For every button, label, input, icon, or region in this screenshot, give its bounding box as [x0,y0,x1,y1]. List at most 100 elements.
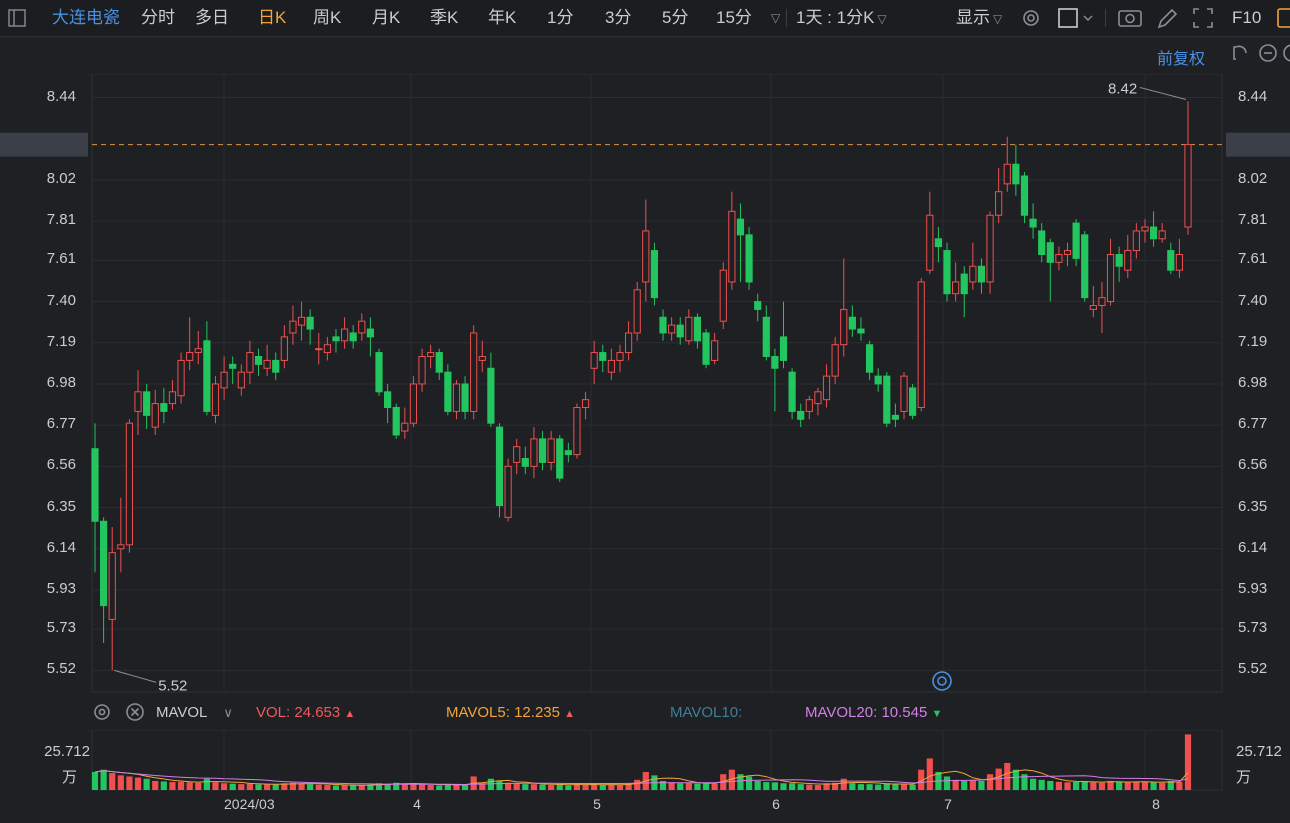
period-tab-4[interactable]: 月K [372,8,401,27]
candle[interactable] [203,321,211,416]
candle[interactable] [969,242,977,290]
period-tab-0[interactable]: 分时 [141,8,175,27]
candle[interactable] [401,407,409,439]
candle[interactable] [719,262,727,330]
candle[interactable] [633,281,641,341]
candle[interactable] [1055,246,1063,271]
period-tab-2[interactable]: 日K [258,8,287,27]
pencil-icon[interactable] [1156,0,1178,36]
candle[interactable] [211,376,220,424]
candle[interactable] [590,340,598,384]
candle[interactable] [521,446,529,475]
candle[interactable] [495,423,504,518]
candle[interactable] [995,168,1003,224]
candle[interactable] [1081,230,1089,302]
candle[interactable] [711,332,719,365]
panel-toggle-icon[interactable] [1277,0,1290,36]
candle[interactable] [487,352,495,428]
candle[interactable] [779,301,788,369]
candle[interactable] [1012,144,1020,196]
candle[interactable] [1072,219,1080,267]
candle[interactable] [1158,223,1166,243]
close-icon[interactable] [125,702,145,727]
candle[interactable] [926,191,934,275]
candle[interactable] [685,309,693,345]
candle[interactable] [1063,242,1072,267]
candle[interactable] [263,344,271,377]
candle[interactable] [616,344,624,373]
zoom-out-icon[interactable] [1258,43,1278,68]
candle[interactable] [547,431,555,471]
f10-button[interactable]: F10 [1232,8,1262,27]
candle[interactable] [874,368,882,392]
zoom-in-icon[interactable] [1282,43,1290,68]
period-tab-5[interactable]: 季K [430,8,459,27]
candle[interactable] [254,348,263,377]
candle[interactable] [840,258,848,357]
candle[interactable] [1098,281,1106,333]
candle[interactable] [745,227,753,290]
volume-chart[interactable] [0,730,1290,792]
candle[interactable] [1046,238,1054,302]
candle[interactable] [556,434,564,483]
candle[interactable] [797,403,805,428]
candle[interactable] [952,262,960,302]
candle[interactable] [349,325,357,349]
candle[interactable] [272,352,280,381]
gear-icon[interactable] [92,702,112,727]
candle[interactable] [229,356,237,384]
candle[interactable] [151,389,159,435]
candle[interactable] [315,332,323,365]
candle[interactable] [444,364,452,416]
candle[interactable] [1175,238,1183,279]
period-tab-3[interactable]: 周K [313,8,342,27]
candle[interactable] [1184,101,1192,235]
candle[interactable] [1020,172,1029,224]
candle[interactable] [762,305,770,361]
candle[interactable] [977,258,986,294]
candle[interactable] [289,305,297,345]
candle[interactable] [1149,211,1158,247]
candle[interactable] [452,380,461,420]
candle[interactable] [323,336,331,361]
candle[interactable] [125,419,134,553]
candle[interactable] [900,372,908,420]
candle[interactable] [917,278,925,412]
candle[interactable] [599,344,607,373]
candle[interactable] [865,340,874,381]
candle[interactable] [1141,219,1149,243]
candle[interactable] [909,383,917,420]
candle[interactable] [573,403,581,459]
candle[interactable] [427,344,435,369]
candle[interactable] [297,301,306,341]
candle[interactable] [375,348,383,396]
candle[interactable] [1038,223,1046,263]
candle[interactable] [246,340,254,384]
candle[interactable] [668,317,676,341]
candle[interactable] [857,317,865,341]
candle[interactable] [581,391,590,420]
settings-gear-icon[interactable] [1020,0,1042,36]
period-tab-10[interactable]: 15分 [716,8,752,27]
candle[interactable] [306,309,314,345]
candle[interactable] [1115,246,1123,282]
candle[interactable] [220,356,228,400]
interval-select[interactable]: 1天 : 1分K ▽ [796,0,887,36]
display-menu[interactable]: 显示 ▽ [956,0,1002,36]
candle[interactable] [831,336,839,384]
chevron-down-icon[interactable]: ▽ [771,11,781,25]
candle[interactable] [960,266,968,318]
candle[interactable] [805,395,813,420]
candle[interactable] [280,325,288,369]
candle[interactable] [788,368,796,420]
candle[interactable] [754,293,762,322]
candle[interactable] [891,403,899,428]
candle[interactable] [934,227,943,263]
candle[interactable] [409,376,418,428]
candle[interactable] [504,458,512,522]
candle[interactable] [986,211,994,294]
candle[interactable] [1106,238,1115,306]
candle[interactable] [177,352,185,404]
period-tab-8[interactable]: 3分 [605,8,632,27]
candle[interactable] [117,497,125,573]
